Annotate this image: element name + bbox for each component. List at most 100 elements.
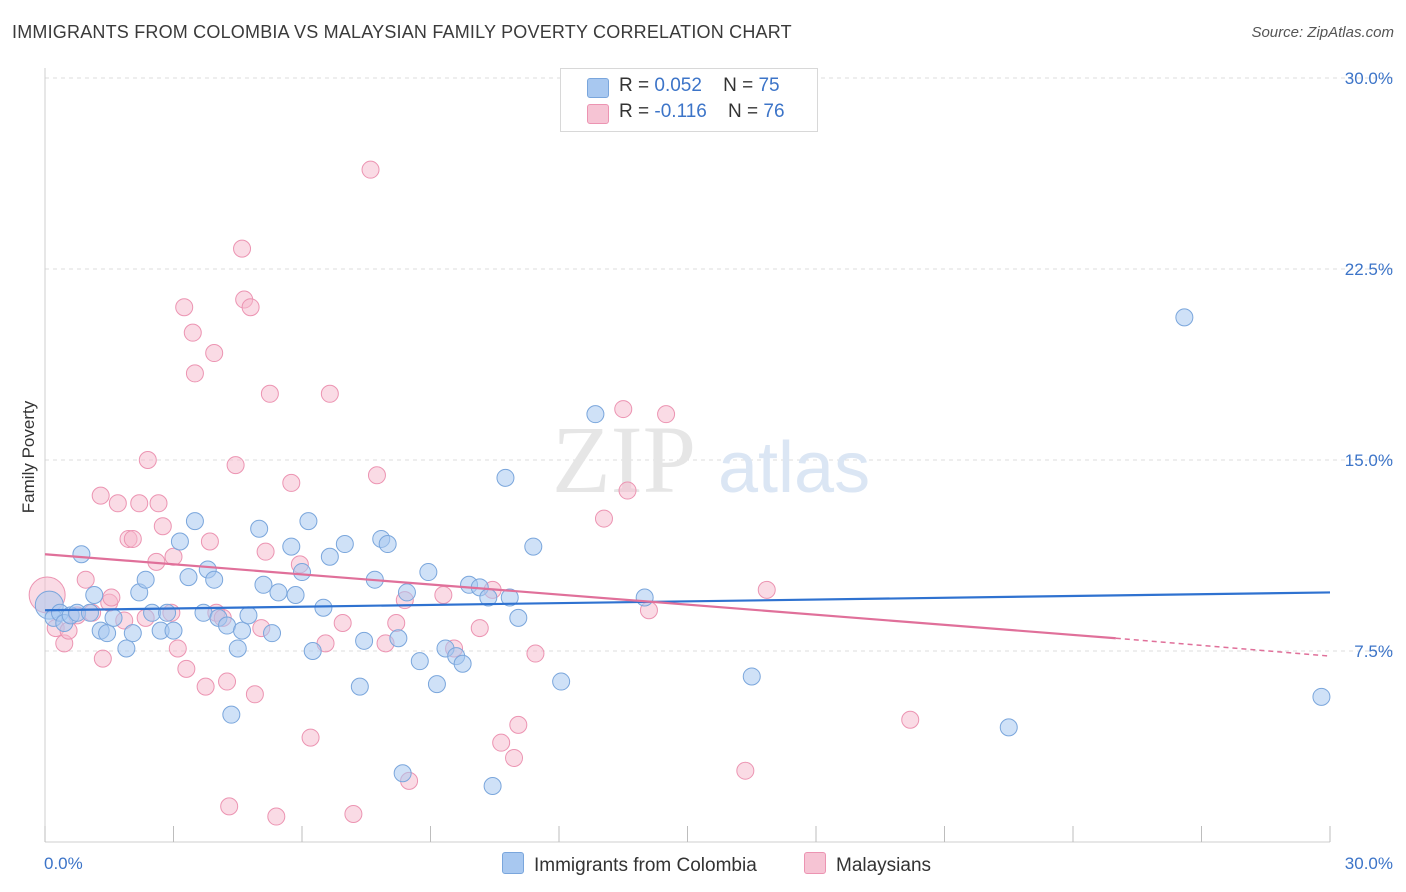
x-tick-label: 0.0% bbox=[44, 854, 83, 873]
watermark: ZIP atlas bbox=[552, 406, 870, 513]
point-colombia bbox=[123, 624, 142, 643]
legend-r-label: R = bbox=[619, 101, 650, 122]
point-malaysians bbox=[218, 672, 237, 691]
y-tick-label: 7.5% bbox=[1354, 642, 1393, 661]
point-malaysians bbox=[505, 748, 524, 767]
legend-r-value: -0.116 bbox=[654, 101, 707, 122]
point-colombia bbox=[185, 512, 204, 531]
point-colombia bbox=[355, 631, 374, 650]
point-colombia bbox=[136, 570, 155, 589]
axes bbox=[44, 68, 1331, 843]
point-colombia bbox=[170, 532, 189, 551]
point-colombia bbox=[254, 575, 273, 594]
point-colombia bbox=[194, 603, 213, 622]
legend-n-value: 75 bbox=[758, 75, 780, 96]
point-malaysians bbox=[245, 685, 264, 704]
y-axis-label: Family Poverty bbox=[19, 400, 38, 513]
point-malaysians bbox=[367, 466, 386, 485]
point-malaysians bbox=[387, 613, 406, 632]
point-colombia bbox=[552, 672, 571, 691]
point-malaysians bbox=[260, 384, 279, 403]
point-malaysians bbox=[470, 619, 489, 638]
point-colombia bbox=[427, 675, 446, 694]
tick-labels: 7.5% 15.0% 22.5% 30.0% 0.0% 30.0% bbox=[44, 69, 1393, 873]
point-malaysians bbox=[108, 494, 127, 513]
point-malaysians bbox=[301, 728, 320, 747]
y-tick-label: 15.0% bbox=[1345, 451, 1393, 470]
point-colombia bbox=[335, 535, 354, 554]
point-colombia bbox=[164, 621, 183, 640]
point-colombia bbox=[293, 563, 311, 582]
legend-swatch-colombia bbox=[587, 78, 609, 98]
point-colombia bbox=[98, 624, 117, 643]
point-colombia bbox=[509, 608, 528, 627]
point-malaysians bbox=[93, 649, 112, 668]
trend-line-malaysians-extension bbox=[1115, 637, 1331, 657]
point-colombia bbox=[524, 537, 543, 556]
grid-lines bbox=[45, 77, 1394, 652]
trend-lines bbox=[44, 553, 1331, 657]
series-colombia bbox=[34, 308, 1331, 795]
trend-line-malaysians bbox=[44, 553, 1116, 640]
point-malaysians bbox=[149, 494, 168, 513]
point-colombia bbox=[222, 705, 241, 724]
point-malaysians bbox=[138, 451, 157, 469]
point-malaysians bbox=[183, 323, 202, 342]
point-colombia bbox=[282, 537, 301, 556]
point-malaysians bbox=[256, 542, 275, 561]
point-malaysians bbox=[130, 494, 149, 513]
legend-r-value: 0.052 bbox=[654, 75, 702, 96]
point-colombia bbox=[239, 606, 258, 625]
point-colombia bbox=[303, 642, 322, 660]
point-malaysians bbox=[320, 384, 339, 403]
point-colombia bbox=[158, 603, 177, 622]
point-colombia bbox=[104, 608, 123, 627]
point-malaysians bbox=[164, 547, 183, 566]
y-tick-label: 30.0% bbox=[1345, 69, 1393, 88]
point-malaysians bbox=[757, 580, 776, 599]
bottom-legend-malaysians: Malaysians bbox=[804, 852, 931, 877]
point-malaysians bbox=[492, 733, 511, 752]
legend: R = 0.052 N = 75 R = -0.116 N = 76 bbox=[560, 68, 818, 132]
point-malaysians bbox=[102, 588, 121, 607]
point-malaysians bbox=[177, 659, 196, 678]
point-colombia bbox=[586, 405, 605, 424]
y-tick-label: 22.5% bbox=[1345, 260, 1393, 279]
point-colombia bbox=[483, 776, 502, 795]
point-malaysians bbox=[91, 486, 110, 505]
point-colombia bbox=[80, 603, 99, 622]
legend-n-label: N = bbox=[723, 75, 754, 96]
point-colombia bbox=[299, 512, 318, 531]
point-colombia bbox=[228, 639, 247, 658]
point-malaysians bbox=[220, 797, 239, 816]
point-colombia bbox=[143, 603, 162, 622]
point-malaysians bbox=[344, 804, 363, 823]
point-malaysians bbox=[185, 364, 204, 383]
watermark-atlas: atlas bbox=[718, 428, 870, 508]
point-malaysians bbox=[76, 570, 95, 589]
point-colombia bbox=[378, 535, 397, 554]
point-colombia bbox=[410, 652, 429, 671]
point-malaysians bbox=[233, 239, 252, 258]
point-malaysians bbox=[205, 344, 224, 363]
point-colombia bbox=[320, 547, 339, 566]
point-malaysians bbox=[333, 613, 352, 632]
point-colombia bbox=[269, 583, 288, 602]
chart-title: IMMIGRANTS FROM COLOMBIA VS MALAYSIAN FA… bbox=[12, 22, 792, 42]
point-malaysians bbox=[200, 532, 219, 551]
point-colombia bbox=[218, 616, 237, 635]
legend-n-value: 76 bbox=[763, 101, 785, 122]
point-malaysians bbox=[168, 639, 187, 658]
point-malaysians bbox=[267, 807, 286, 826]
legend-swatch-malaysians bbox=[587, 104, 609, 124]
point-malaysians bbox=[153, 517, 172, 536]
point-colombia bbox=[397, 583, 416, 602]
legend-r-label: R = bbox=[619, 75, 650, 96]
point-colombia bbox=[72, 545, 91, 564]
point-colombia bbox=[263, 624, 282, 643]
point-malaysians bbox=[175, 298, 194, 317]
point-colombia bbox=[419, 563, 438, 582]
point-colombia bbox=[393, 764, 412, 783]
point-malaysians bbox=[509, 715, 528, 734]
